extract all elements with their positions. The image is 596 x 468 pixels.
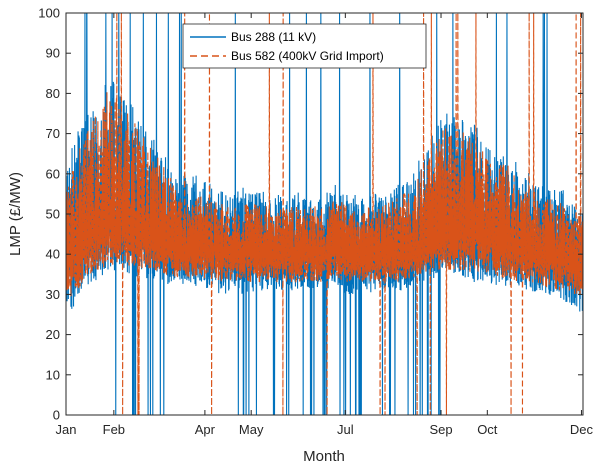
series-layer xyxy=(66,13,583,415)
x-tick-label: May xyxy=(239,422,264,437)
y-tick-label: 90 xyxy=(46,46,60,61)
y-tick-label: 30 xyxy=(46,287,60,302)
x-axis: Jan Feb Apr May Jul Sep Oct Dec xyxy=(56,13,594,437)
legend-box xyxy=(182,23,427,69)
y-axis: 0 10 20 30 40 50 60 70 80 90 100 xyxy=(38,6,583,423)
x-tick-label: Jul xyxy=(337,422,354,437)
y-axis-label: LMP (£/MW) xyxy=(7,172,24,256)
x-tick-label: Apr xyxy=(195,422,216,437)
x-tick-label: Jan xyxy=(56,422,77,437)
legend-label-bus-582: Bus 582 (400kV Grid Import) xyxy=(231,49,384,63)
y-tick-label: 60 xyxy=(46,166,60,181)
y-tick-label: 40 xyxy=(46,247,60,262)
x-axis-label: Month xyxy=(303,448,345,465)
x-tick-label: Dec xyxy=(570,422,594,437)
series-line-bus-582 xyxy=(66,13,583,415)
x-tick-label: Oct xyxy=(477,422,498,437)
y-tick-label: 0 xyxy=(53,408,60,423)
y-tick-label: 100 xyxy=(38,6,60,21)
y-tick-label: 70 xyxy=(46,126,60,141)
legend-label-bus-288: Bus 288 (11 kV) xyxy=(231,30,316,44)
y-tick-label: 80 xyxy=(46,86,60,101)
legend: Bus 288 (11 kV) Bus 582 (400kV Grid Impo… xyxy=(182,23,427,69)
x-tick-label: Feb xyxy=(103,422,125,437)
x-tick-label: Sep xyxy=(429,422,452,437)
y-tick-label: 20 xyxy=(46,327,60,342)
y-tick-label: 50 xyxy=(46,207,60,222)
y-tick-label: 10 xyxy=(46,367,60,382)
